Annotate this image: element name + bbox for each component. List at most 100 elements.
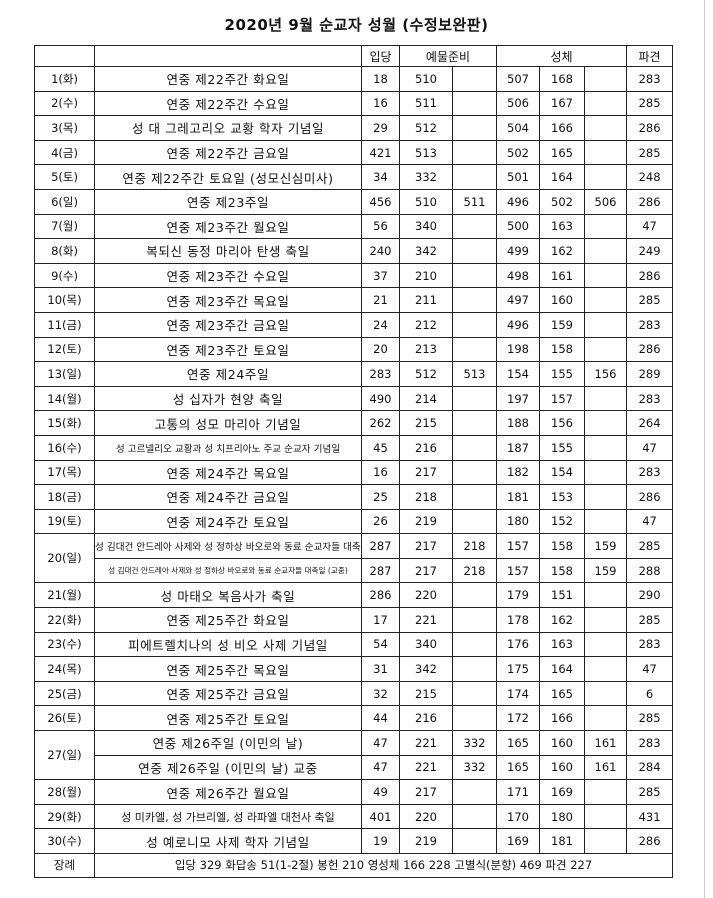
- entrance-cell: 31: [361, 656, 400, 682]
- offertory-1-cell: 220: [399, 803, 453, 830]
- communion-1-cell: 174: [496, 680, 541, 707]
- celebration-name: 연중 제25주간 목요일: [94, 656, 362, 682]
- entrance-cell: 421: [361, 139, 400, 166]
- celebration-name: 연중 제24주간 목요일: [94, 459, 362, 486]
- table-row: 25(금) 연중 제25주간 금요일 32 215 174 165 6: [34, 680, 674, 707]
- entrance-cell: 24: [361, 311, 400, 338]
- communion-3-cell: [584, 607, 628, 633]
- offertory-1-cell: 221: [399, 607, 453, 633]
- entrance-cell: 240: [361, 238, 400, 264]
- dismissal-cell: 286: [626, 828, 674, 854]
- communion-2-cell: 158: [539, 533, 586, 559]
- celebration-name: 성 미카엘, 성 가브리엘, 성 라파엘 대천사 축일: [94, 803, 362, 830]
- celebration-name: 성 마태오 복음사가 축일: [94, 582, 362, 609]
- offertory-1-cell: 220: [399, 582, 453, 609]
- table-row: 4(금) 연중 제22주간 금요일 421 513 502 165 285: [34, 139, 674, 166]
- date-cell: 2(수): [34, 90, 95, 117]
- communion-3-cell: [584, 164, 628, 190]
- offertory-2-cell: 218: [451, 533, 498, 559]
- communion-1-cell: 154: [496, 361, 541, 387]
- offertory-1-cell: 214: [399, 385, 453, 412]
- communion-3-cell: [584, 803, 628, 830]
- dismissal-cell: 47: [626, 213, 674, 240]
- entrance-cell: 25: [361, 484, 400, 510]
- dismissal-cell: 286: [626, 336, 674, 363]
- dismissal-cell: 286: [626, 484, 674, 510]
- entrance-cell: 26: [361, 508, 400, 535]
- communion-2-cell: 502: [539, 188, 586, 215]
- celebration-name: 복되신 동정 마리아 탄생 축일: [94, 238, 362, 264]
- communion-1-cell: 176: [496, 631, 541, 658]
- communion-3-cell: [584, 680, 628, 707]
- table-row: 2(수) 연중 제22주간 수요일 16 511 506 167 285: [34, 90, 674, 117]
- offertory-2-cell: [451, 508, 498, 535]
- dismissal-cell: 284: [626, 754, 674, 781]
- date-cell: 29(화): [34, 803, 95, 830]
- header-dismissal: 파견: [626, 45, 674, 67]
- header-entrance: 입당: [361, 45, 400, 67]
- dismissal-cell: 248: [626, 164, 674, 190]
- celebration-name: 연중 제25주간 토요일: [94, 705, 362, 732]
- communion-1-cell: 157: [496, 557, 541, 584]
- communion-1-cell: 182: [496, 459, 541, 486]
- date-cell: 14(월): [34, 385, 95, 412]
- offertory-1-cell: 215: [399, 410, 453, 436]
- celebration-name: 성 대 그레고리오 교황 학자 기념일: [94, 115, 362, 141]
- offertory-1-cell: 211: [399, 287, 453, 313]
- table-row: 11(금) 연중 제23주간 금요일 24 212 496 159 283: [34, 311, 674, 338]
- communion-3-cell: [584, 631, 628, 658]
- communion-2-cell: 180: [539, 803, 586, 830]
- dismissal-cell: 285: [626, 287, 674, 313]
- communion-3-cell: [584, 459, 628, 486]
- date-cell: 25(금): [34, 680, 95, 707]
- table-row: 26(토) 연중 제25주간 토요일 44 216 172 166 285: [34, 705, 674, 732]
- entrance-cell: 287: [361, 557, 400, 584]
- entrance-cell: 32: [361, 680, 400, 707]
- communion-2-cell: 160: [539, 754, 586, 781]
- dismissal-cell: 283: [626, 459, 674, 486]
- dismissal-cell: 288: [626, 557, 674, 584]
- table-row: 28(월) 연중 제26주간 월요일 49 217 171 169 285: [34, 779, 674, 805]
- dismissal-cell: 290: [626, 582, 674, 609]
- table-row: 14(월) 성 십자가 현양 축일 490 214 197 157 283: [34, 385, 674, 412]
- table-row: 8(화) 복되신 동정 마리아 탄생 축일 240 342 499 162 249: [34, 238, 674, 264]
- entrance-cell: 17: [361, 607, 400, 633]
- celebration-name: 피에트렐치나의 성 비오 사제 기념일: [94, 631, 362, 658]
- communion-3-cell: [584, 828, 628, 854]
- funeral-label: 장례: [34, 853, 95, 878]
- communion-1-cell: 499: [496, 238, 541, 264]
- communion-1-cell: 165: [496, 730, 541, 756]
- communion-1-cell: 497: [496, 287, 541, 313]
- communion-3-cell: 159: [584, 557, 628, 584]
- date-cell: 9(수): [34, 262, 95, 289]
- offertory-1-cell: 219: [399, 828, 453, 854]
- offertory-2-cell: [451, 287, 498, 313]
- offertory-1-cell: 217: [399, 459, 453, 486]
- communion-2-cell: 158: [539, 557, 586, 584]
- communion-1-cell: 198: [496, 336, 541, 363]
- celebration-name: 연중 제24주간 금요일: [94, 484, 362, 510]
- celebration-name: 연중 제23주일: [94, 188, 362, 215]
- offertory-1-cell: 217: [399, 557, 453, 584]
- dismissal-cell: 47: [626, 434, 674, 461]
- date-cell: 24(목): [34, 656, 95, 682]
- communion-3-cell: 506: [584, 188, 628, 215]
- offertory-2-cell: [451, 164, 498, 190]
- table-row: 16(수) 성 고르넬리오 교황과 성 치프리아노 주교 순교자 기념일 45 216…: [34, 434, 674, 461]
- offertory-2-cell: 218: [451, 557, 498, 584]
- communion-2-cell: 152: [539, 508, 586, 535]
- celebration-name: 성 김대건 안드레아 사제와 성 정하상 바오로와 동료 순교자들 대축일: [94, 533, 362, 559]
- celebration-name: 연중 제22주간 수요일: [94, 90, 362, 117]
- header-date: [34, 45, 95, 67]
- dismissal-cell: 286: [626, 262, 674, 289]
- offertory-2-cell: [451, 262, 498, 289]
- date-cell: 22(화): [34, 607, 95, 633]
- footer-row: 장례 입당 329 화답송 51(1-2절) 봉헌 210 영성체 166 228…: [34, 853, 674, 878]
- communion-2-cell: 153: [539, 484, 586, 510]
- offertory-2-cell: [451, 410, 498, 436]
- communion-3-cell: [584, 262, 628, 289]
- table-row: 15(화) 고통의 성모 마리아 기념일 262 215 188 156 264: [34, 410, 674, 436]
- offertory-2-cell: [451, 385, 498, 412]
- date-cell: 30(수): [34, 828, 95, 854]
- offertory-2-cell: [451, 311, 498, 338]
